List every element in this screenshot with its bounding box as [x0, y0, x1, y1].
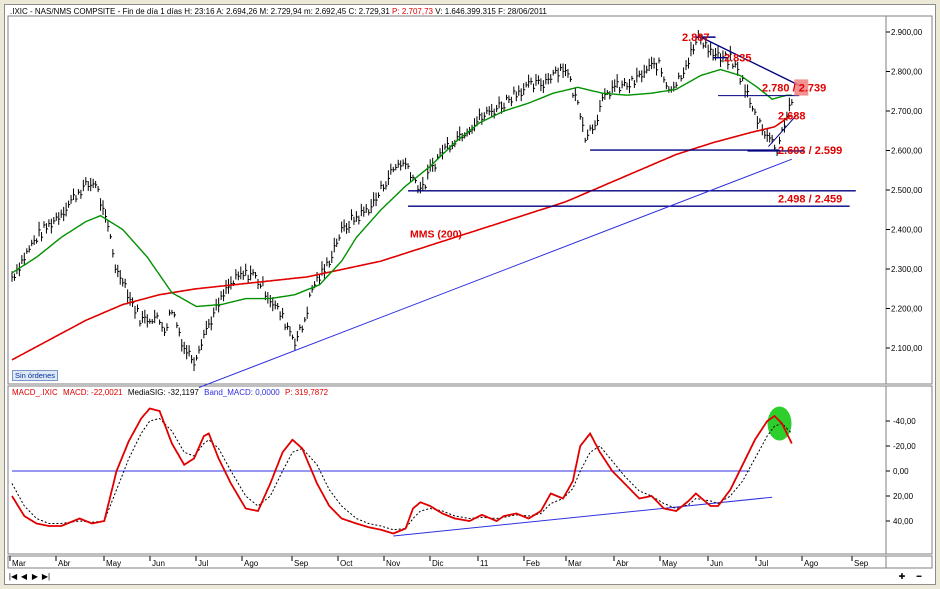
next-icon[interactable]: ▶	[31, 572, 39, 581]
header-date: F: 28/06/2011	[498, 7, 547, 16]
price-tick-label: 2.600,00	[891, 147, 923, 156]
price-header: .IXIC - NAS/NMS COMPSITE - Fin de día 1 …	[10, 7, 547, 16]
month-label: Dic	[432, 559, 444, 568]
ma200-line	[11, 114, 793, 361]
price-axis-panel	[885, 15, 933, 385]
price-panel	[7, 15, 887, 385]
month-label: Jul	[758, 559, 768, 568]
month-label: Jun	[710, 559, 723, 568]
price-tick-label: 2.500,00	[891, 186, 923, 195]
month-label: Nov	[386, 559, 400, 568]
price-tick-label: 2.800,00	[891, 68, 923, 77]
macd-tick-label: 20,00	[893, 492, 914, 501]
header-close: C: 2.729,31	[348, 7, 390, 16]
annotation-label: 2.780 / 2.739	[762, 82, 826, 94]
prev-icon[interactable]: ◀	[20, 572, 28, 581]
header-low: m: 2.692,45	[303, 7, 347, 16]
annotation-label: 2.835	[724, 53, 752, 65]
macd-name: MACD_.IXIC	[12, 388, 58, 397]
macd-p-value: P: 319,7872	[285, 388, 329, 397]
last-icon[interactable]: ▶|	[41, 572, 51, 581]
first-icon[interactable]: |◀	[8, 572, 18, 581]
macd-tick-label: -20,00	[893, 442, 916, 451]
month-label: May	[662, 559, 677, 568]
price-tick-label: 2.300,00	[891, 265, 923, 274]
annotation-label: 2.603 / 2.599	[778, 145, 842, 157]
price-tick-label: 2.400,00	[891, 226, 923, 235]
zoom-out-icon[interactable]: ━	[916, 572, 922, 581]
price-tick-label: 2.200,00	[891, 305, 923, 314]
month-label: May	[106, 559, 121, 568]
annotation-label: 2.688	[778, 111, 806, 123]
month-label: Abr	[58, 559, 71, 568]
long-term-trendline	[198, 158, 792, 388]
annotation-label: 2.498 / 2.459	[778, 194, 842, 206]
ma50-line	[11, 68, 792, 308]
header-high: A: 2.694,26	[216, 7, 258, 16]
month-label: Feb	[526, 559, 540, 568]
price-tick-label: 2.100,00	[891, 344, 923, 353]
rebound-trendline	[768, 114, 798, 147]
month-label: Ago	[804, 559, 819, 568]
macd-tick-label: 40,00	[893, 517, 914, 526]
month-label: Ago	[244, 559, 259, 568]
macd-tick-label: 0,00	[893, 467, 909, 476]
sin-ordenes-button[interactable]: Sin órdenes	[12, 370, 58, 381]
zoom-in-icon[interactable]: ✚	[898, 572, 906, 581]
month-label: Jul	[198, 559, 208, 568]
header-m: M: 2.729,94	[259, 7, 302, 16]
price-tick-label: 2.700,00	[891, 107, 923, 116]
month-label: Sep	[854, 559, 869, 568]
month-label: Mar	[568, 559, 582, 568]
month-label: 11	[480, 559, 489, 568]
macd-line	[11, 407, 793, 535]
annotation-label: 2.887	[682, 32, 710, 44]
month-label: Oct	[340, 559, 353, 568]
price-tick-label: 2.900,00	[891, 28, 923, 37]
macd-band-value: Band_MACD: 0,0000	[204, 388, 280, 397]
macd-signal-line	[11, 417, 793, 531]
resistance-zone-highlight	[794, 79, 809, 96]
mms200-label: MMS (200)	[410, 228, 462, 240]
header-h: H: 23:16	[184, 7, 215, 16]
macd-tick-label: -40,00	[893, 417, 916, 426]
time-axis-panel	[7, 555, 887, 569]
macd-axis-panel	[885, 385, 933, 555]
macd-header: MACD_.IXIC MACD: -22,0021 MediaSIG: -32,…	[12, 388, 329, 397]
time-axis-corner	[885, 555, 933, 569]
month-label: Sep	[294, 559, 309, 568]
month-label: Abr	[616, 559, 629, 568]
header-p: P: 2.707,73	[392, 7, 433, 16]
header-symbol: .IXIC - NAS/NMS COMPSITE - Fin de día 1 …	[10, 7, 183, 16]
header-vol: V: 1.646.399.315	[435, 7, 496, 16]
resistance-trendline	[700, 36, 800, 86]
month-label: Jun	[152, 559, 165, 568]
macd-signal-value: MediaSIG: -32,1197	[128, 388, 200, 397]
month-label: Mar	[12, 559, 26, 568]
macd-value: MACD: -22,0021	[63, 388, 123, 397]
macd-panel	[7, 385, 887, 555]
